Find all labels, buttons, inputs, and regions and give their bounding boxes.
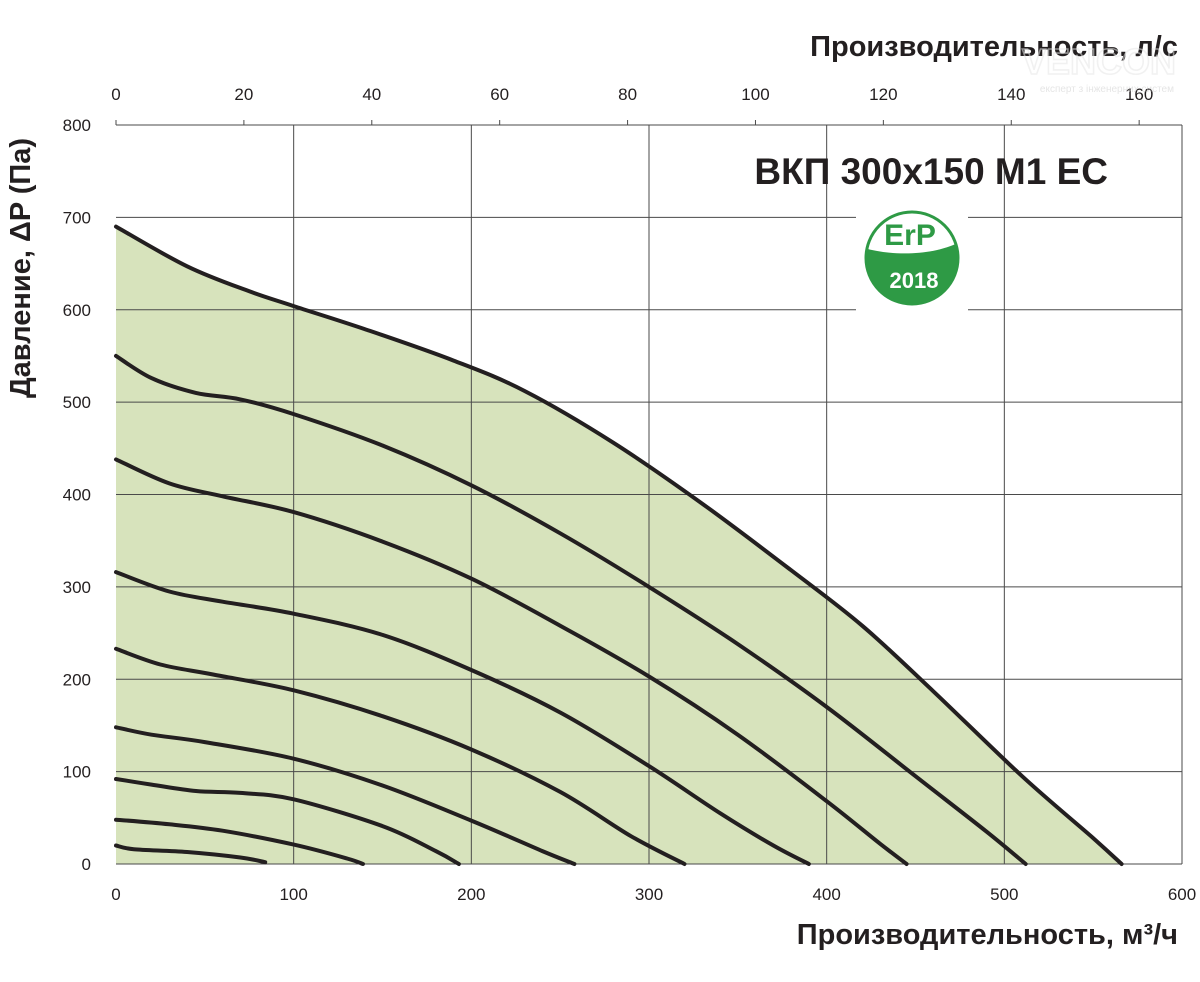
performance-curve-6 (114, 725, 577, 866)
performance-curve-2 (114, 353, 1028, 866)
y-tick-label: 700 (63, 208, 91, 227)
performance-curve-4 (114, 570, 811, 866)
y-tick-label: 800 (63, 116, 91, 135)
operating-area-fill (116, 226, 1122, 865)
erp-badge-top: ErP (884, 219, 936, 252)
x-tick-label: 200 (457, 885, 485, 904)
y-tick-label: 600 (63, 301, 91, 320)
top-x-tick-label: 140 (997, 85, 1025, 104)
y-tick-label: 500 (63, 393, 91, 412)
top-x-tick-label: 80 (618, 85, 637, 104)
x-tick-label: 600 (1168, 885, 1196, 904)
x-tick-label: 400 (812, 885, 840, 904)
performance-curve-7 (114, 777, 461, 866)
top-x-tick-label: 60 (490, 85, 509, 104)
performance-curves (114, 224, 1124, 866)
x-tick-label: 500 (990, 885, 1018, 904)
y-tick-label: 400 (63, 486, 91, 505)
y-tick-label: 200 (63, 670, 91, 689)
top-x-tick-label: 40 (362, 85, 381, 104)
erp-badge-year: 2018 (890, 268, 939, 293)
top-x-tick-label: 20 (234, 85, 253, 104)
performance-curve-3 (114, 457, 909, 866)
y-axis-title: Давление, ΔP (Па) (5, 138, 37, 398)
y-tick-label: 100 (63, 763, 91, 782)
performance-curve-1 (114, 224, 1124, 866)
model-title: ВКП 300x150 M1 EC (754, 151, 1108, 192)
y-tick-label: 300 (63, 578, 91, 597)
top-x-tick-label: 160 (1125, 85, 1153, 104)
x-tick-label: 100 (279, 885, 307, 904)
x-tick-label: 0 (111, 885, 120, 904)
performance-curve-5 (114, 646, 687, 866)
x-axis-title: Производительность, м³/ч (797, 919, 1178, 951)
top-x-tick-label: 0 (111, 85, 120, 104)
performance-curve-8 (114, 817, 365, 866)
top-x-tick-label: 100 (741, 85, 769, 104)
x-tick-label: 300 (635, 885, 663, 904)
performance-curve-9 (114, 843, 268, 865)
top-axis-title: Производительность, л/с (810, 31, 1178, 63)
erp-2018-badge: ErP 2018 (856, 196, 968, 318)
watermark-logo: VENCON експерт з інженерних систем (1021, 40, 1177, 95)
top-x-tick-label: 120 (869, 85, 897, 104)
tick-labels: 0 100 200 300 400 500 600010020030040050060070… (63, 85, 1197, 904)
watermark-brand: VENCON (1022, 41, 1176, 82)
y-tick-label: 0 (82, 855, 91, 874)
watermark-tagline: експерт з інженерних систем (1040, 84, 1174, 95)
